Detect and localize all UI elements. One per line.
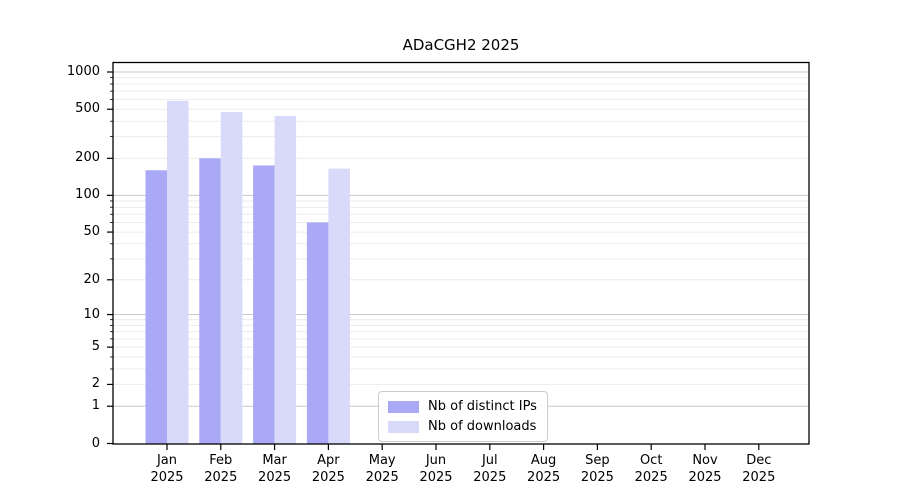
y-tick-label: 100 — [75, 187, 100, 203]
y-tick-label: 2 — [91, 376, 100, 392]
legend-item-distinct-ips: Nb of distinct IPs — [388, 399, 537, 414]
legend-swatch-downloads — [388, 420, 419, 433]
y-tick-label: 20 — [83, 271, 100, 287]
y-tick-label: 500 — [75, 101, 100, 117]
y-tick-label: 10 — [83, 306, 100, 322]
legend-item-downloads: Nb of downloads — [388, 419, 537, 434]
plot-border — [112, 61, 810, 445]
legend-swatch-distinct-ips — [388, 400, 419, 413]
bar-downloads-apr — [328, 168, 350, 444]
x-tick-label: Nov 2025 — [688, 453, 722, 485]
bar-downloads-feb — [220, 111, 243, 444]
bar-ips-mar — [253, 165, 275, 444]
x-tick-label: Mar 2025 — [258, 453, 292, 485]
bar-downloads-mar — [274, 116, 297, 444]
legend-label-distinct-ips: Nb of distinct IPs — [428, 399, 537, 414]
x-tick-label: Jul 2025 — [473, 453, 507, 485]
x-tick-label: Apr 2025 — [311, 453, 345, 485]
x-tick-label: Jan 2025 — [150, 453, 184, 485]
x-tick-label: Feb 2025 — [204, 453, 238, 485]
y-tick-label: 50 — [83, 224, 100, 240]
chart-legend: Nb of distinct IPs Nb of downloads — [378, 391, 548, 442]
chart-title: ADaCGH2 2025 — [402, 36, 520, 54]
y-tick-label: 0 — [91, 435, 100, 451]
y-tick-label: 5 — [91, 339, 100, 355]
bar-ips-jan — [145, 170, 167, 444]
bar-downloads-jan — [167, 100, 189, 444]
bar-ips-feb — [199, 158, 221, 445]
bar-ips-apr — [306, 222, 329, 444]
x-tick-label: May 2025 — [365, 453, 399, 485]
legend-label-downloads: Nb of downloads — [428, 419, 537, 434]
x-tick-label: Sep 2025 — [580, 453, 614, 485]
y-tick-label: 1000 — [66, 64, 100, 79]
x-tick-label: Aug 2025 — [527, 453, 561, 485]
x-tick-label: Dec 2025 — [742, 453, 776, 485]
y-tick-label: 1 — [91, 398, 100, 414]
y-tick-label: 200 — [75, 150, 100, 166]
x-tick-label: Oct 2025 — [634, 453, 668, 485]
x-tick-label: Jun 2025 — [419, 453, 453, 485]
